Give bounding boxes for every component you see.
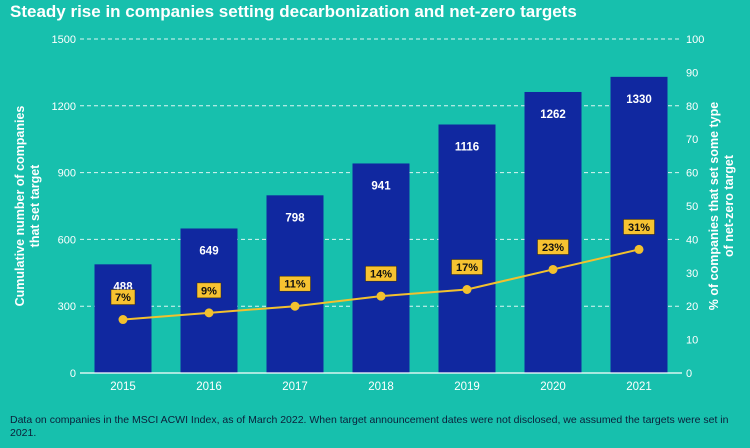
line-value-label: 11% bbox=[284, 279, 306, 291]
line-value-label: 17% bbox=[456, 262, 478, 274]
line-point bbox=[376, 291, 386, 301]
chart-title: Steady rise in companies setting decarbo… bbox=[10, 2, 577, 21]
y2-tick-label: 40 bbox=[686, 234, 698, 246]
y2-tick-label: 20 bbox=[686, 301, 698, 313]
y-tick-label: 900 bbox=[58, 168, 76, 180]
bar-value-label: 798 bbox=[285, 212, 305, 224]
x-tick-label: 2016 bbox=[196, 381, 222, 393]
line-value-box bbox=[365, 265, 397, 282]
line-point bbox=[548, 264, 558, 274]
y-tick-label: 1500 bbox=[52, 34, 76, 46]
y-tick-label: 300 bbox=[58, 301, 76, 313]
line-point bbox=[462, 285, 472, 294]
y-axis-title-line: Cumulative number of companies bbox=[13, 106, 27, 307]
y2-tick-label: 50 bbox=[686, 201, 698, 213]
x-tick-label: 2018 bbox=[368, 381, 394, 393]
line-value-box bbox=[110, 289, 136, 305]
bar-value-label: 941 bbox=[371, 180, 391, 192]
line-value-label: 7% bbox=[115, 292, 131, 304]
y2-tick-label: 30 bbox=[686, 268, 698, 280]
line-series: 7% 9% 11% 14% 17% 23% 31% bbox=[110, 219, 655, 325]
y-tick-label: 1200 bbox=[52, 101, 76, 113]
y2-tick-label: 70 bbox=[686, 134, 698, 146]
bar bbox=[180, 228, 238, 373]
line-value-box bbox=[623, 219, 655, 235]
y2-tick-label: 0 bbox=[686, 368, 692, 380]
y2-tick-label: 100 bbox=[686, 34, 704, 46]
bar-value-label: 1116 bbox=[455, 142, 479, 154]
y-axis-title-line: that set target bbox=[28, 164, 42, 247]
line-value-box bbox=[196, 282, 222, 299]
y2-axis-title-line: % of companies that set some type bbox=[707, 102, 721, 310]
y-tick-label: 0 bbox=[70, 368, 76, 380]
y2-tick-label: 80 bbox=[686, 101, 698, 113]
axes: 0 300 600 900 1200 1500 0 10 20 30 40 50 60 70 80 90 100… bbox=[13, 34, 736, 393]
line-value-label: 14% bbox=[370, 269, 392, 281]
x-tick-label: 2019 bbox=[454, 381, 480, 393]
y2-axis-title-line: of net-zero target bbox=[722, 154, 736, 257]
line-value-label: 31% bbox=[628, 222, 650, 234]
line-point bbox=[118, 315, 128, 325]
line-value-label: 9% bbox=[201, 285, 217, 297]
line-point bbox=[290, 301, 300, 311]
bar bbox=[438, 124, 496, 373]
bar-value-label: 1262 bbox=[540, 109, 566, 121]
y-axis-title: Cumulative number of companiesthat set t… bbox=[13, 106, 42, 307]
bar-value-label: 649 bbox=[199, 245, 218, 257]
y2-axis-title: % of companies that set some typeof net-… bbox=[707, 102, 736, 310]
footnote: Data on companies in the MSCI ACWI Index… bbox=[10, 414, 729, 439]
line-value-box bbox=[451, 259, 483, 275]
x-tick-label: 2021 bbox=[626, 381, 652, 393]
y-tick-label: 600 bbox=[58, 234, 76, 246]
line-value-box bbox=[279, 275, 311, 292]
y2-tick-label: 60 bbox=[686, 168, 698, 180]
y2-tick-label: 10 bbox=[686, 335, 698, 347]
x-tick-label: 2020 bbox=[540, 381, 566, 393]
x-tick-label: 2017 bbox=[282, 381, 308, 393]
x-tick-label: 2015 bbox=[110, 381, 136, 393]
y2-tick-label: 90 bbox=[686, 67, 698, 79]
line-point bbox=[634, 244, 644, 254]
line-value-box bbox=[537, 239, 569, 255]
bar bbox=[524, 91, 582, 374]
line-value-label: 23% bbox=[542, 242, 564, 254]
line-point bbox=[204, 308, 214, 318]
bar-value-label: 1330 bbox=[626, 94, 652, 106]
